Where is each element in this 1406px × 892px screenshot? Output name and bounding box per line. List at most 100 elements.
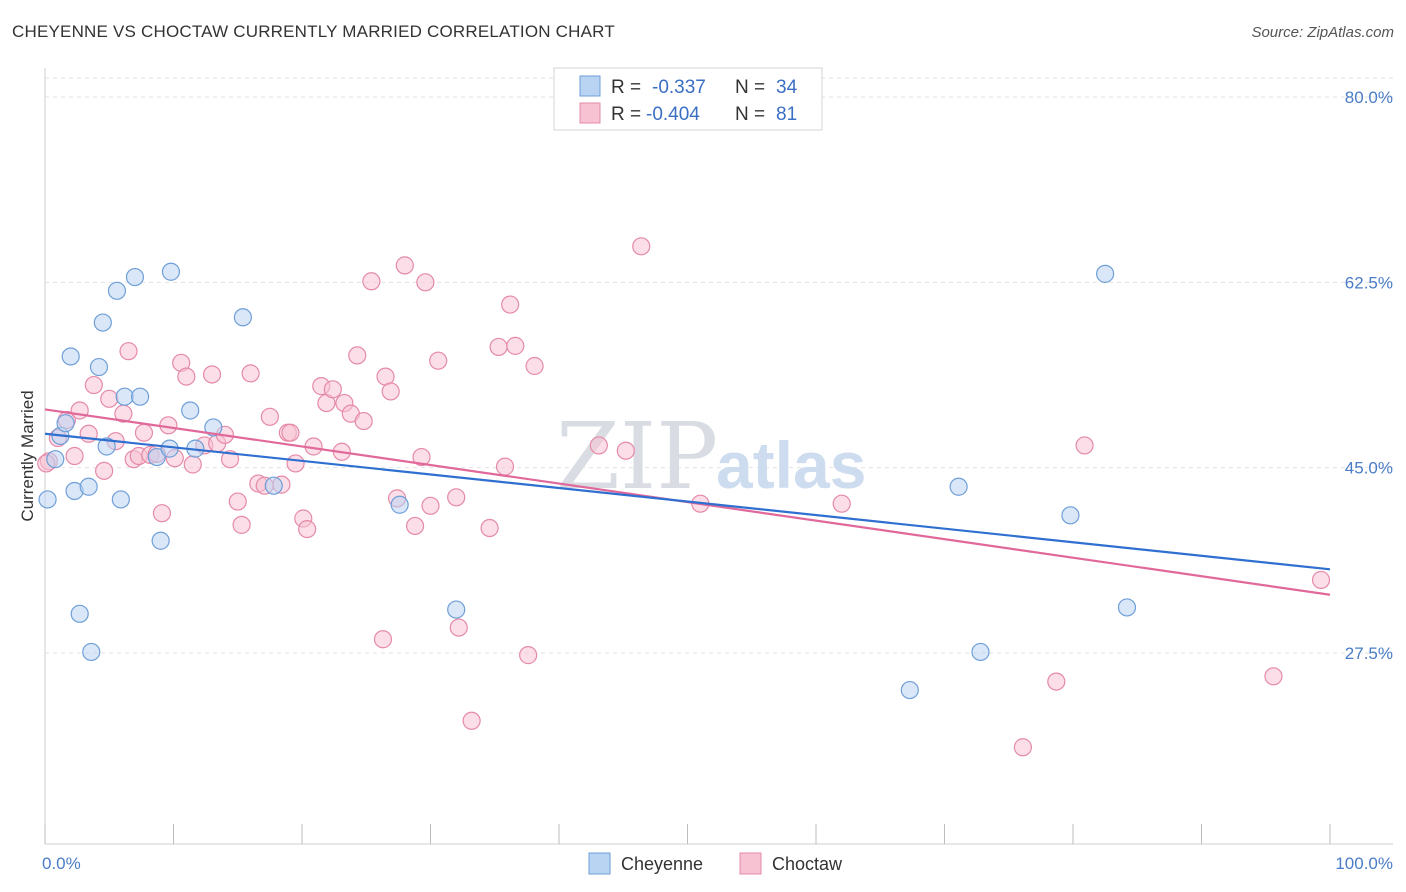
cheyenne-point-16 — [130, 387, 150, 406]
choctaw-point-49 — [362, 272, 381, 291]
choctaw-point-59 — [429, 351, 448, 370]
choctaw-point-57 — [416, 273, 435, 292]
cheyenne-point-10 — [93, 313, 112, 332]
choctaw-point-56 — [412, 447, 431, 467]
cheyenne-point-26 — [390, 495, 409, 514]
cheyenne-r-label: R = — [611, 77, 641, 98]
choctaw-point-69 — [525, 356, 544, 376]
choctaw-point-28 — [228, 492, 247, 511]
cheyenne-point-27 — [447, 600, 466, 619]
cheyenne-point-17 — [147, 447, 166, 467]
cheyenne-point-14 — [115, 387, 134, 406]
choctaw-point-43 — [323, 380, 342, 399]
choctaw-point-4 — [70, 401, 89, 420]
choctaw-point-36 — [281, 423, 300, 442]
choctaw-point-3 — [65, 446, 84, 466]
choctaw-point-58 — [421, 496, 440, 515]
x-tick-label-100: 100.0% — [1335, 854, 1393, 873]
watermark-zip: ZIP — [556, 403, 718, 510]
y-tick-label-2: 62.5% — [1345, 273, 1393, 292]
cheyenne-point-12 — [107, 281, 127, 300]
choctaw-point-75 — [1013, 738, 1032, 757]
cheyenne-point-8 — [82, 642, 101, 662]
cheyenne-point-18 — [151, 531, 170, 550]
choctaw-point-78 — [1264, 667, 1283, 686]
choctaw-series-swatch — [739, 852, 762, 875]
choctaw-series-name: Choctaw — [772, 854, 843, 874]
cheyenne-point-31 — [1061, 506, 1080, 525]
choctaw-point-60 — [447, 488, 466, 507]
cheyenne-point-3 — [56, 414, 75, 433]
cheyenne-point-15 — [125, 267, 145, 287]
cheyenne-point-29 — [949, 477, 968, 496]
choctaw-point-52 — [381, 382, 400, 401]
choctaw-point-48 — [354, 411, 373, 431]
choctaw-point-63 — [480, 518, 499, 538]
choctaw-point-22 — [183, 455, 202, 474]
choctaw-point-68 — [519, 646, 538, 665]
cheyenne-point-19 — [161, 262, 181, 281]
cheyenne-series-swatch — [588, 852, 611, 875]
choctaw-point-33 — [260, 407, 279, 426]
choctaw-point-27 — [220, 450, 240, 469]
choctaw-point-54 — [395, 256, 414, 275]
cheyenne-point-21 — [181, 401, 200, 420]
choctaw-point-29 — [232, 515, 251, 534]
choctaw-legend-swatch — [579, 102, 601, 124]
choctaw-point-17 — [152, 504, 172, 523]
chart-title: CHEYENNE VS CHOCTAW CURRENTLY MARRIED CO… — [12, 22, 615, 41]
choctaw-point-74 — [832, 494, 851, 513]
cheyenne-point-28 — [900, 680, 919, 700]
cheyenne-point-24 — [233, 308, 252, 327]
y-axis-label: Currently Married — [18, 390, 37, 521]
choctaw-point-39 — [298, 519, 317, 539]
choctaw-r-label: R = — [611, 104, 641, 125]
cheyenne-legend-swatch — [579, 75, 601, 97]
cheyenne-point-6 — [70, 604, 89, 623]
choctaw-point-21 — [177, 367, 196, 386]
choctaw-point-11 — [119, 342, 138, 361]
cheyenne-point-25 — [264, 476, 283, 495]
watermark-atlas: atlas — [716, 428, 866, 502]
choctaw-point-24 — [202, 365, 222, 384]
stats-legend: R = -0.337 N = 34 R = -0.404 N = 81 — [553, 67, 823, 131]
choctaw-point-30 — [241, 364, 260, 383]
x-tick-marks — [44, 824, 1331, 844]
cheyenne-point-0 — [38, 490, 57, 509]
trend-lines — [44, 408, 1331, 596]
cheyenne-trend-line — [44, 432, 1331, 571]
choctaw-point-77 — [1075, 436, 1094, 455]
y-tick-label-0: 27.5% — [1345, 644, 1393, 663]
choctaw-point-50 — [373, 630, 393, 649]
choctaw-point-72 — [632, 237, 651, 256]
choctaw-point-64 — [489, 337, 508, 357]
cheyenne-point-33 — [1117, 598, 1137, 617]
cheyenne-point-4 — [61, 347, 80, 366]
cheyenne-point-1 — [46, 450, 65, 469]
choctaw-point-67 — [506, 336, 525, 355]
choctaw-point-71 — [616, 441, 635, 460]
cheyenne-point-32 — [1096, 264, 1115, 283]
cheyenne-point-23 — [204, 418, 223, 437]
choctaw-point-61 — [449, 618, 468, 637]
cheyenne-points — [38, 262, 1137, 700]
cheyenne-series-name: Cheyenne — [621, 854, 703, 874]
cheyenne-n-label: N = — [735, 77, 765, 98]
y-tick-label-3: 80.0% — [1345, 88, 1393, 107]
choctaw-r-value: -0.404 — [646, 104, 700, 125]
source-credit: Source: ZipAtlas.com — [1251, 24, 1394, 41]
choctaw-point-14 — [134, 423, 154, 442]
choctaw-point-6 — [84, 375, 103, 395]
cheyenne-point-9 — [89, 357, 109, 377]
choctaw-n-value: 81 — [776, 104, 797, 125]
choctaw-point-79 — [1311, 570, 1331, 590]
choctaw-point-55 — [405, 516, 425, 536]
choctaw-point-70 — [589, 436, 608, 455]
cheyenne-point-7 — [79, 477, 98, 496]
choctaw-point-66 — [501, 295, 520, 314]
choctaw-point-8 — [100, 389, 119, 408]
series-legend: Cheyenne Choctaw — [588, 852, 843, 875]
cheyenne-n-value: 34 — [776, 77, 798, 98]
choctaw-point-7 — [95, 461, 114, 480]
